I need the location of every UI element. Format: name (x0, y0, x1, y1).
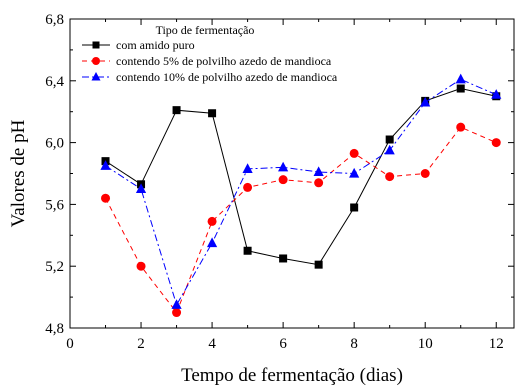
data-point-square (172, 106, 181, 115)
data-point-circle (314, 178, 324, 188)
x-tick-label: 8 (350, 336, 358, 352)
data-point-triangle (171, 299, 182, 309)
series-3 (100, 73, 502, 309)
x-tick-label: 4 (208, 336, 216, 352)
data-point-triangle (455, 73, 466, 84)
data-point-circle (207, 216, 217, 226)
data-point-triangle (420, 96, 431, 107)
y-tick-label: 6,0 (45, 136, 64, 152)
y-tick-label: 4,8 (45, 321, 64, 337)
data-point-circle (349, 148, 359, 158)
data-point-circle (136, 261, 146, 271)
data-point-square (208, 109, 217, 118)
data-point-triangle (91, 71, 101, 81)
data-point-triangle (242, 163, 253, 173)
data-point-triangle (100, 160, 111, 170)
x-tick-label: 12 (489, 336, 504, 352)
data-point-circle (172, 308, 182, 318)
data-point-circle (420, 169, 430, 178)
axis-ticks: 0 2 4 6 8 10 12 4,8 5,2 5,6 6,0 6,4 6,8 (45, 12, 514, 352)
x-tick-label: 6 (279, 336, 287, 352)
y-tick-label: 6,4 (45, 74, 64, 90)
x-axis-title: Tempo de fermentação (dias) (181, 365, 403, 386)
x-tick-label: 0 (66, 336, 74, 352)
data-point-triangle (206, 237, 218, 248)
data-point-circle (243, 182, 253, 192)
data-point-circle (385, 172, 395, 182)
series-line (105, 87, 497, 266)
series-1 (101, 84, 501, 269)
data-point-square (314, 260, 323, 269)
data-point-square (279, 254, 288, 263)
data-point-circle (491, 138, 501, 148)
series-group (100, 73, 502, 318)
data-point-triangle (278, 161, 289, 172)
data-point-square (385, 135, 394, 144)
legend-label: contendo 10% de polvilho azedo de mandio… (116, 70, 338, 84)
y-axis-title: Valores de pH (8, 119, 29, 227)
data-point-circle (92, 57, 100, 65)
y-tick-label: 6,8 (45, 12, 64, 28)
data-point-square (456, 84, 465, 93)
data-point-triangle (135, 183, 147, 194)
legend-label: com amido puro (116, 38, 195, 52)
data-point-square (243, 246, 252, 255)
series-line (105, 126, 497, 314)
legend-label: contendo 5% de polvilho azedo de mandioc… (116, 54, 332, 68)
data-point-circle (101, 193, 111, 203)
series-line (105, 78, 497, 307)
series-2 (101, 122, 501, 318)
y-tick-label: 5,6 (45, 197, 64, 213)
data-point-square (92, 41, 100, 49)
data-point-circle (456, 122, 466, 132)
data-point-triangle (491, 89, 502, 99)
x-tick-label: 10 (418, 336, 433, 352)
legend-title: Tipo de fermentação (156, 23, 255, 37)
data-point-triangle (384, 144, 395, 155)
y-tick-label: 5,2 (45, 259, 64, 275)
data-point-circle (278, 175, 288, 185)
data-point-square (350, 203, 359, 212)
data-point-triangle (349, 167, 360, 178)
x-tick-label: 2 (137, 336, 145, 352)
data-point-triangle (313, 166, 324, 177)
